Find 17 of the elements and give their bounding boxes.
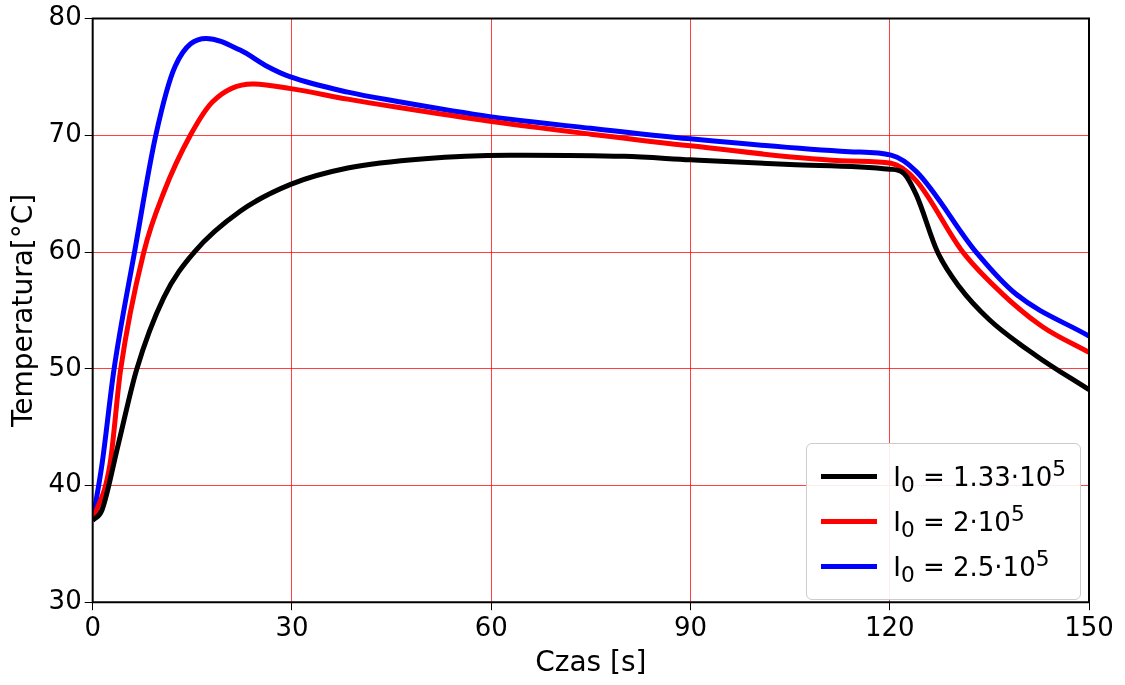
x-tick-label: 90	[673, 611, 708, 642]
y-tick-label: 60	[48, 234, 82, 265]
x-tick-label: 120	[864, 611, 915, 642]
x-axis-title: Czas [s]	[535, 645, 647, 679]
legend-label: I$_{0}$ = 2.5·10$^{5}$	[893, 546, 1050, 587]
y-tick-label: 70	[48, 118, 82, 149]
y-tick-label: 80	[48, 1, 82, 32]
y-axis-title: Temperatura[°C]	[6, 193, 40, 429]
x-tick-label: 0	[84, 611, 101, 642]
x-tick-label: 60	[474, 611, 508, 642]
x-tick-label: 150	[1064, 611, 1114, 642]
y-tick-label: 40	[48, 468, 82, 499]
legend-label: I$_{0}$ = 2·10$^{5}$	[893, 501, 1025, 543]
x-tick-label: 30	[275, 611, 309, 642]
y-tick-label: 50	[48, 351, 82, 382]
y-tick-label: 30	[48, 584, 82, 615]
legend-label: I$_{0}$ = 1.33·10$^{5}$	[893, 456, 1066, 498]
